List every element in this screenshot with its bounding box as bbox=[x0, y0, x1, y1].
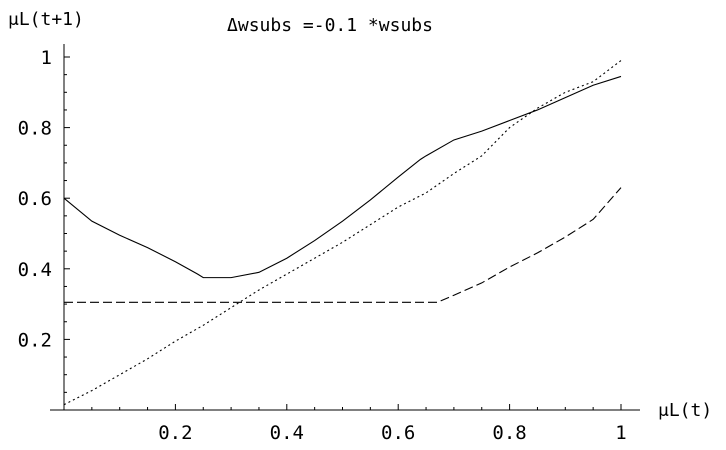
x-tick-label: 0.8 bbox=[492, 422, 526, 444]
x-tick-label: 0.4 bbox=[270, 422, 304, 444]
y-axis-title: μL(t+1) bbox=[8, 9, 84, 30]
y-tick-label: 0.4 bbox=[18, 259, 52, 281]
y-tick-label: 1 bbox=[41, 47, 52, 69]
x-tick-label: 0.6 bbox=[381, 422, 415, 444]
chart-title: Δwsubs =-0.1 *wsubs bbox=[227, 15, 433, 36]
x-axis-title: μL(t) bbox=[658, 400, 712, 421]
x-tick-label: 1 bbox=[615, 422, 626, 444]
tick-group: 0.2 0.4 0.6 0.8 1 0.2 0.4 0.6 0.8 1 bbox=[18, 47, 627, 444]
y-tick-label: 0.6 bbox=[18, 188, 52, 210]
y-tick-label: 0.8 bbox=[18, 118, 52, 140]
series-group bbox=[63, 60, 622, 406]
series-line-solid bbox=[63, 75, 622, 279]
y-tick-label: 0.2 bbox=[18, 329, 52, 351]
series-line-dashed bbox=[64, 187, 622, 303]
series-line-dotted bbox=[63, 60, 622, 406]
x-tick-label: 0.2 bbox=[158, 422, 192, 444]
